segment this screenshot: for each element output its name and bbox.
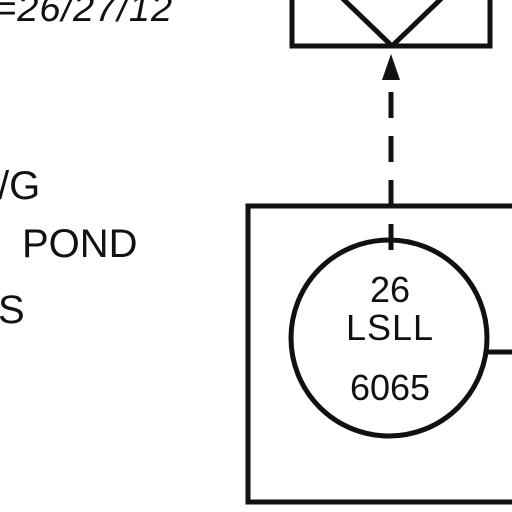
- top-box-diagonal-left: [340, 0, 394, 48]
- panel-box: [245, 203, 512, 505]
- left-label-line-1: /G: [0, 164, 41, 208]
- instrument-loop-number: 6065: [349, 367, 431, 408]
- left-label-line-3: S: [0, 288, 25, 332]
- instrument-tag: LSLL: [345, 307, 435, 348]
- instrument-bubble: [288, 237, 490, 439]
- signal-arrowhead: [382, 54, 400, 80]
- instrument-number: 26: [369, 269, 411, 310]
- top-box-diagonal-right: [390, 0, 444, 48]
- left-label-line-2: POND: [22, 222, 138, 266]
- top-box: [289, 0, 493, 49]
- top-reference-label: =26/27/12: [0, 0, 174, 30]
